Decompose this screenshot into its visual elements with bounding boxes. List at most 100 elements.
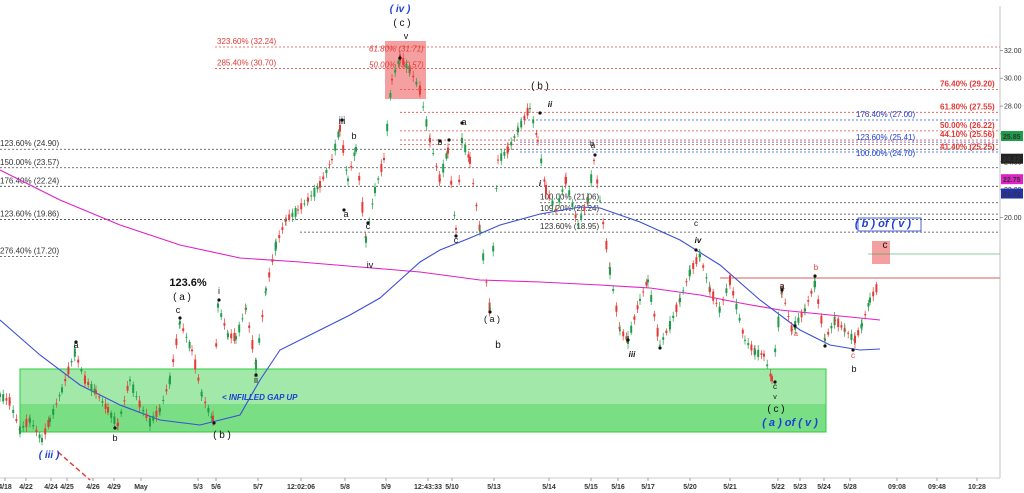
candle-119: [313, 184, 316, 201]
wave-label-7: a: [343, 209, 348, 219]
candle-15: [38, 432, 41, 443]
candle-52: [139, 401, 141, 409]
candle-268: [709, 284, 711, 297]
candle-57: [152, 411, 155, 424]
candle-body: [791, 329, 793, 331]
candle-body: [774, 348, 777, 353]
x-tick-label-9: 5/7: [253, 484, 263, 491]
candle-body: [9, 401, 11, 403]
candle-body: [300, 203, 303, 210]
candle-body: [797, 317, 800, 323]
wave-dot-11: [694, 248, 698, 252]
candle-body: [712, 291, 715, 301]
wave-dot-5: [454, 234, 458, 238]
candle-body: [74, 352, 76, 354]
wave-label-0: ( iv ): [390, 4, 411, 15]
wave-dot-16: [851, 348, 855, 352]
candle-238: [630, 321, 633, 336]
candle-197: [520, 117, 523, 130]
candle-body: [235, 336, 237, 340]
candle-body: [139, 404, 141, 406]
candle-body: [162, 399, 165, 401]
candle-225: [596, 175, 599, 189]
wave-dot-18: [74, 340, 78, 344]
candle-body: [769, 373, 772, 377]
candle-53: [142, 406, 145, 417]
x-tick-label-18: 5/16: [611, 484, 625, 491]
candle-196: [517, 122, 519, 138]
candle-283: [750, 340, 753, 356]
candle-6: [15, 414, 18, 424]
candle-body: [467, 154, 470, 158]
candle-body: [409, 69, 411, 71]
fib-label-19: 276.40% (17.20): [0, 247, 59, 256]
candle-132: [350, 161, 353, 171]
candle-24: [64, 373, 67, 387]
candle-321: [847, 330, 850, 339]
candle-body: [535, 132, 538, 135]
wave-dot-23: [217, 298, 221, 302]
fib-label-4: 76.40% (29.20): [940, 79, 995, 88]
candle-body: [281, 227, 284, 230]
wave-label-16: b: [112, 433, 117, 443]
wave-label-17: a: [73, 340, 78, 350]
candle-body: [258, 338, 261, 343]
candle-33: [87, 378, 90, 389]
wave-label-31: a: [779, 281, 784, 291]
wave-label-21: c: [454, 235, 459, 245]
candle-285: [754, 345, 756, 360]
candle-body: [777, 316, 780, 328]
fib-label-3: 50.00% (30.57): [369, 60, 424, 69]
x-tick-label-1: 4/22: [19, 484, 33, 491]
fib-label-2: 61.80% (31.71): [369, 44, 424, 53]
candle-20: [52, 404, 55, 419]
candle-111: [291, 208, 294, 222]
candle-body: [702, 265, 705, 268]
candle-122: [322, 172, 325, 182]
candle-194: [513, 133, 516, 142]
candle-body: [636, 305, 639, 310]
candle-body: [44, 428, 47, 435]
candle-129: [342, 140, 345, 156]
candle-body: [230, 333, 233, 339]
candle-body: [84, 375, 86, 384]
wave-label-2: v: [404, 31, 409, 41]
candle-body: [529, 108, 531, 110]
wave-dot-6: [460, 121, 464, 125]
candle-117: [307, 192, 309, 205]
wave-label-15: ( b ): [213, 430, 231, 441]
candle-110: [288, 209, 291, 222]
wave-dot-9: [626, 338, 630, 342]
candle-body: [472, 182, 475, 184]
candle-118: [310, 190, 313, 201]
candle-body: [807, 300, 810, 302]
candle-body: [558, 198, 561, 203]
candle-327: [861, 318, 863, 331]
candle-167: [442, 159, 445, 178]
candle-body: [763, 353, 765, 357]
candle-body: [55, 403, 58, 405]
wave-dot-10: [658, 346, 662, 350]
x-tick-label-28: 10:28: [968, 484, 986, 491]
candle-body: [361, 202, 364, 213]
candle-8: [19, 423, 21, 438]
candle-body: [482, 253, 485, 261]
candle-body: [331, 158, 333, 161]
candle-253: [672, 311, 675, 322]
candle-152: [405, 59, 408, 73]
candle-body: [612, 289, 615, 291]
fib-label-5: 61.80% (27.55): [940, 102, 995, 111]
candle-148: [394, 64, 397, 77]
candle-body: [175, 338, 178, 346]
candle-body: [179, 321, 181, 324]
candle-body: [513, 136, 516, 138]
candle-body: [458, 179, 461, 183]
candle-body: [101, 401, 104, 403]
candle-body: [220, 313, 223, 317]
candle-body: [593, 159, 595, 161]
candle-body: [639, 298, 641, 301]
candle-body: [402, 58, 405, 66]
fib-label-17: 123.60% (19.86): [0, 209, 59, 218]
candle-body: [455, 228, 457, 230]
candle-body: [827, 331, 830, 335]
